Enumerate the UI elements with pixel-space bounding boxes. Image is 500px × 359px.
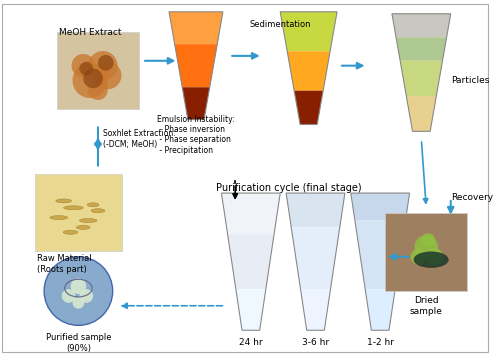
Circle shape [94,62,122,89]
Polygon shape [182,87,210,120]
Ellipse shape [87,203,99,207]
Polygon shape [351,193,410,220]
Circle shape [72,63,108,98]
Text: 24 hr: 24 hr [239,338,262,347]
Text: 1-2 hr: 1-2 hr [366,338,394,347]
Text: Soxhlet Extraction:
(-DCM; MeOH): Soxhlet Extraction: (-DCM; MeOH) [103,130,176,149]
Circle shape [88,51,118,80]
Circle shape [426,248,443,266]
Polygon shape [406,96,436,131]
Polygon shape [292,227,340,289]
Polygon shape [300,289,330,330]
FancyBboxPatch shape [35,174,122,251]
Circle shape [62,289,76,303]
Ellipse shape [80,219,97,223]
Polygon shape [294,91,323,125]
Polygon shape [228,234,274,289]
Text: Purified sample
(90%): Purified sample (90%) [46,333,111,353]
Text: Dried
sample: Dried sample [410,297,442,316]
Circle shape [44,257,112,325]
FancyBboxPatch shape [57,32,139,109]
Ellipse shape [56,199,72,203]
Polygon shape [236,289,266,330]
Circle shape [422,233,435,247]
Polygon shape [286,193,345,227]
Polygon shape [174,44,218,87]
Circle shape [414,235,438,259]
Circle shape [72,54,95,78]
Polygon shape [392,14,450,37]
Text: Emulsion Instability:
 - Phase inversion
 - Phase separation
 - Precipitation: Emulsion Instability: - Phase inversion … [157,115,234,155]
Circle shape [80,289,93,303]
Polygon shape [280,12,337,51]
Text: Recovery: Recovery [450,193,493,202]
Circle shape [84,69,103,88]
Polygon shape [222,193,280,234]
Text: Sedimentation: Sedimentation [250,20,312,29]
Ellipse shape [414,252,448,267]
Polygon shape [396,37,446,61]
Text: Raw Material
(Roots part): Raw Material (Roots part) [37,254,92,274]
Ellipse shape [50,216,68,220]
Text: Particles: Particles [450,76,489,85]
Text: 3-6 hr: 3-6 hr [302,338,329,347]
Circle shape [410,249,426,265]
Polygon shape [287,51,330,91]
Circle shape [72,297,85,309]
Ellipse shape [76,225,90,229]
Polygon shape [400,61,442,96]
Circle shape [88,80,108,100]
Polygon shape [365,289,395,330]
Ellipse shape [91,209,105,213]
Polygon shape [355,220,406,289]
Ellipse shape [64,206,84,210]
Text: Purification cycle (final stage): Purification cycle (final stage) [216,183,362,193]
Circle shape [80,62,93,75]
Circle shape [98,55,114,71]
Text: MeOH Extract: MeOH Extract [59,28,122,37]
FancyBboxPatch shape [385,213,468,290]
Circle shape [70,278,86,294]
Ellipse shape [63,230,78,234]
Polygon shape [169,12,223,44]
